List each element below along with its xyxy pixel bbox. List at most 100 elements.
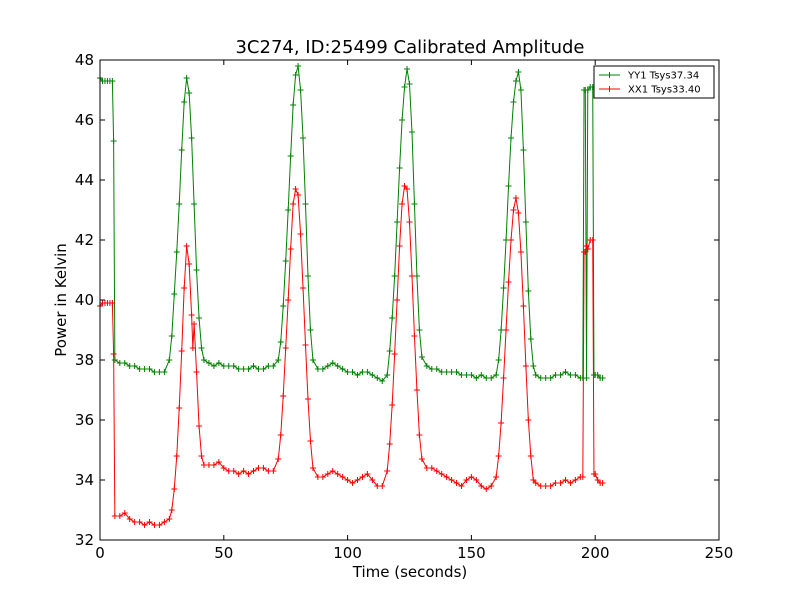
data-point (557, 372, 564, 378)
data-point (136, 519, 143, 525)
data-point (562, 369, 569, 375)
data-point (304, 396, 311, 402)
data-point (297, 231, 304, 237)
data-point (324, 471, 331, 477)
data-point (478, 483, 485, 489)
data-point (389, 315, 396, 321)
data-point (483, 486, 490, 492)
data-point (156, 522, 163, 528)
data-point (468, 474, 475, 480)
data-point (116, 513, 123, 519)
data-point (230, 468, 237, 474)
data-point (292, 72, 299, 78)
data-point (344, 477, 351, 483)
data-point (141, 522, 148, 528)
y-tick-label: 36 (75, 411, 94, 429)
data-point (399, 117, 406, 123)
data-point (512, 195, 519, 201)
data-point (290, 102, 297, 108)
data-point (384, 372, 391, 378)
data-point (592, 471, 599, 477)
data-point (428, 465, 435, 471)
data-point (423, 363, 430, 369)
data-point (235, 471, 242, 477)
data-point (300, 285, 307, 291)
data-point (515, 210, 522, 216)
data-point (287, 246, 294, 252)
data-point (547, 375, 554, 381)
data-point (583, 375, 590, 381)
data-point (280, 393, 287, 399)
data-point (146, 366, 153, 372)
data-point (391, 351, 398, 357)
data-point (110, 138, 117, 144)
data-point (302, 342, 309, 348)
legend-label-0: YY1 Tsys37.34 (627, 71, 699, 82)
data-point (379, 378, 386, 384)
data-point (572, 477, 579, 483)
data-point (517, 87, 524, 93)
data-point (418, 456, 425, 462)
data-point (517, 249, 524, 255)
data-point (171, 486, 178, 492)
data-point (280, 303, 287, 309)
data-point (109, 300, 116, 306)
data-point (198, 345, 205, 351)
data-point (448, 477, 455, 483)
data-point (515, 69, 522, 75)
data-point (240, 468, 247, 474)
data-point (443, 474, 450, 480)
data-point (579, 474, 586, 480)
data-point (121, 360, 128, 366)
x-tick-label: 200 (581, 544, 610, 562)
data-point (189, 345, 196, 351)
data-point (406, 81, 413, 87)
data-point (329, 468, 336, 474)
data-point (171, 291, 178, 297)
data-point (193, 369, 200, 375)
data-point (505, 183, 512, 189)
y-axis-label: Power in Kelvin (52, 243, 70, 357)
data-point (391, 273, 398, 279)
data-point (384, 468, 391, 474)
data-point (285, 207, 292, 213)
data-point (339, 366, 346, 372)
data-point (339, 474, 346, 480)
data-point (287, 153, 294, 159)
x-tick-label: 150 (457, 544, 486, 562)
legend-label-1: XX1 Tsys33.40 (628, 85, 701, 96)
data-point (527, 336, 534, 342)
data-point (374, 375, 381, 381)
data-point (433, 366, 440, 372)
data-point (302, 201, 309, 207)
data-point (404, 66, 411, 72)
data-point (334, 363, 341, 369)
data-point (468, 372, 475, 378)
data-point (416, 327, 423, 333)
data-point (473, 375, 480, 381)
data-point (458, 483, 465, 489)
data-point (396, 243, 403, 249)
data-point (307, 327, 314, 333)
data-point (111, 357, 118, 363)
data-point (411, 201, 418, 207)
data-point (110, 351, 117, 357)
series-markers-0 (97, 63, 606, 384)
legend: YY1 Tsys37.34 XX1 Tsys33.40 (593, 65, 715, 99)
data-point (210, 363, 217, 369)
data-point (599, 375, 606, 381)
data-point (181, 285, 188, 291)
data-point (168, 507, 175, 513)
data-point (406, 219, 413, 225)
data-point (520, 303, 527, 309)
data-point (178, 147, 185, 153)
legend-box (593, 65, 715, 99)
data-point (413, 387, 420, 393)
data-point (453, 369, 460, 375)
data-point (386, 441, 393, 447)
data-point (270, 468, 277, 474)
data-point (488, 483, 495, 489)
data-point (309, 465, 316, 471)
data-point (599, 480, 606, 486)
